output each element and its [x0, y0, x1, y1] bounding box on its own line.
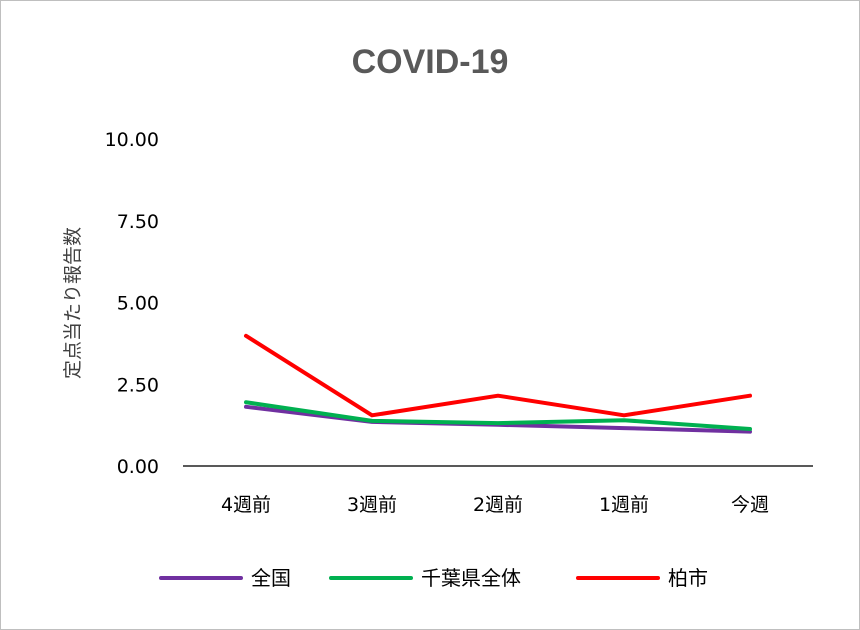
x-tick-label: 今週: [731, 494, 769, 516]
x-tick-label: 1週前: [599, 494, 649, 516]
series-line-0: [244, 404, 752, 434]
legend-label-1: 千葉県全体: [421, 566, 521, 590]
x-tick-label: 2週前: [473, 494, 523, 516]
x-tick-label: 3週前: [347, 494, 397, 516]
legend-label-0: 全国: [251, 566, 291, 590]
y-tick-label: 0.00: [117, 456, 159, 478]
legend-label-2: 柏市: [668, 566, 708, 590]
series-line-2: [244, 333, 752, 418]
y-tick-label: 10.00: [105, 129, 159, 151]
series-line-1: [244, 400, 752, 432]
y-axis-label: 定点当たり報告数: [62, 227, 84, 379]
y-tick-labels: 0.00 2.50 5.00 7.50 10.00: [105, 129, 159, 478]
legend: 全国 千葉県全体 柏市: [159, 566, 708, 590]
x-tick-labels: 4週前 3週前 2週前 1週前 今週: [221, 494, 769, 516]
y-tick-label: 7.50: [117, 211, 159, 233]
y-tick-label: 5.00: [117, 293, 159, 315]
chart-title: COVID-19: [352, 43, 509, 81]
x-tick-label: 4週前: [221, 494, 271, 516]
y-tick-label: 2.50: [117, 374, 159, 396]
series-lines: [244, 333, 752, 434]
